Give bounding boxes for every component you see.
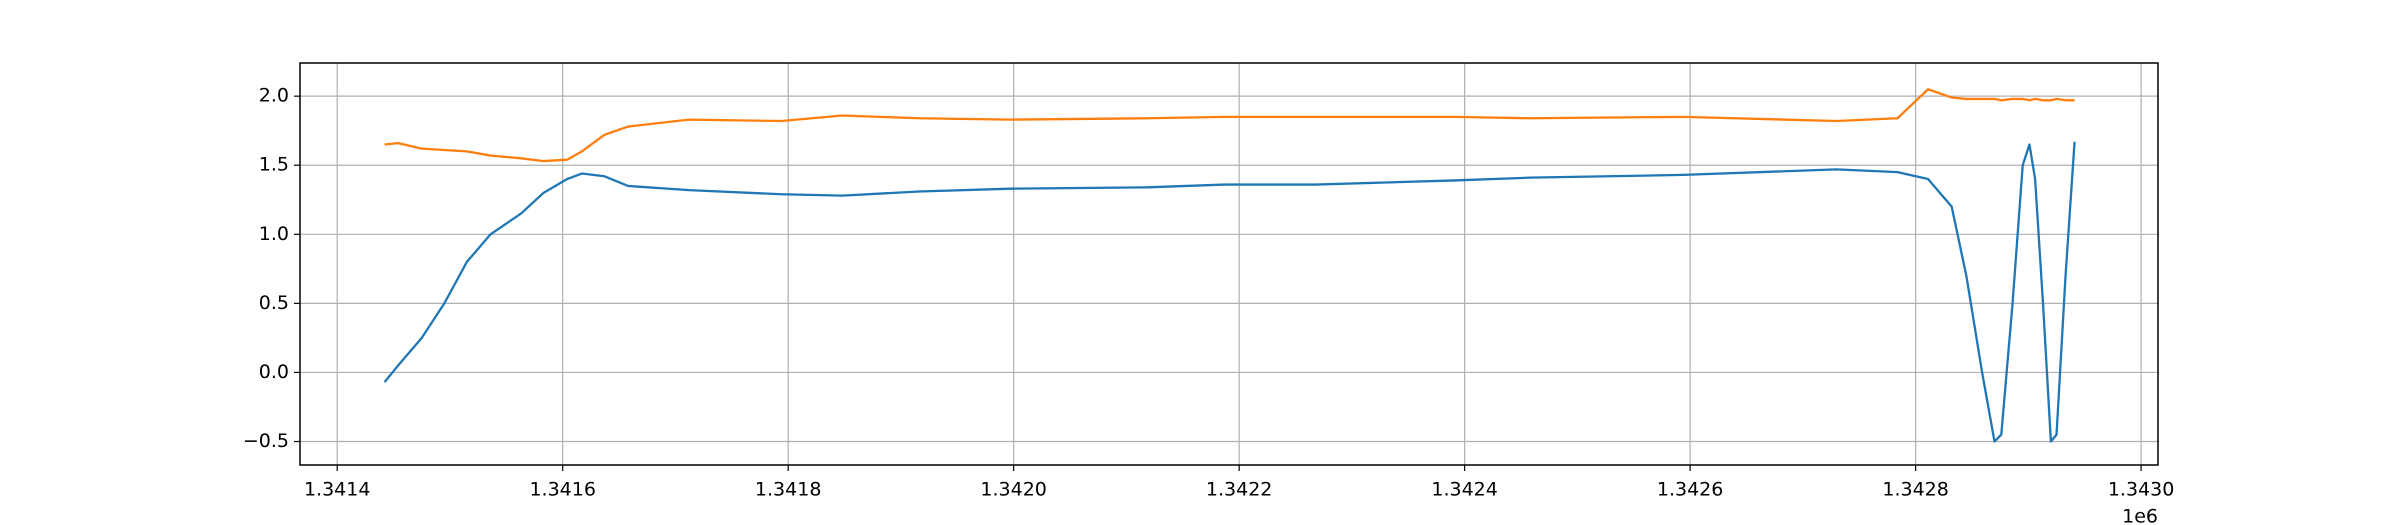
x-offset-label: 1e6 — [2122, 506, 2158, 525]
y-tick-label: 0.0 — [259, 361, 289, 383]
x-tick-label: 1.3430 — [2108, 479, 2174, 501]
data-line — [383, 141, 2076, 443]
y-tick-label: 2.0 — [259, 85, 289, 107]
x-tick-label: 1.3426 — [1657, 479, 1723, 501]
data-line — [384, 88, 2075, 163]
y-tick-label: −0.5 — [243, 430, 289, 452]
x-tick-label: 1.3416 — [529, 479, 595, 501]
x-tick-label: 1.3422 — [1206, 479, 1272, 501]
x-tick-label: 1.3414 — [304, 479, 370, 501]
x-tick-label: 1.3420 — [980, 479, 1046, 501]
x-tick-label: 1.3424 — [1431, 479, 1497, 501]
y-tick-label: 1.0 — [259, 223, 289, 245]
y-tick-label: 0.5 — [259, 292, 289, 314]
x-tick-label: 1.3428 — [1882, 479, 1948, 501]
plot-frame — [299, 62, 2159, 466]
y-tick-label: 1.5 — [259, 154, 289, 176]
x-tick-label: 1.3418 — [755, 479, 821, 501]
